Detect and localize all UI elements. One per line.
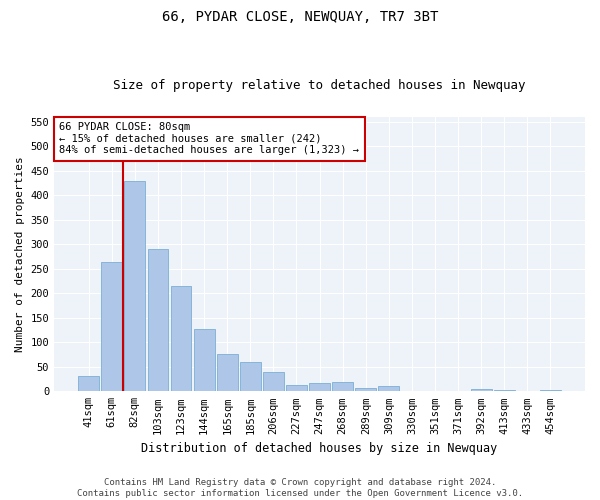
Bar	[124, 182, 145, 392]
Title: Size of property relative to detached houses in Newquay: Size of property relative to detached ho…	[113, 79, 526, 92]
Bar	[170, 286, 191, 392]
Bar	[332, 382, 353, 392]
Bar	[194, 328, 215, 392]
Text: 66, PYDAR CLOSE, NEWQUAY, TR7 3BT: 66, PYDAR CLOSE, NEWQUAY, TR7 3BT	[162, 10, 438, 24]
X-axis label: Distribution of detached houses by size in Newquay: Distribution of detached houses by size …	[142, 442, 498, 455]
Bar	[217, 354, 238, 392]
Text: Contains HM Land Registry data © Crown copyright and database right 2024.
Contai: Contains HM Land Registry data © Crown c…	[77, 478, 523, 498]
Bar	[379, 386, 399, 392]
Bar	[240, 362, 261, 392]
Bar	[355, 388, 376, 392]
Bar	[78, 376, 99, 392]
Bar	[471, 390, 491, 392]
Bar	[540, 390, 561, 392]
Bar	[263, 372, 284, 392]
Text: 66 PYDAR CLOSE: 80sqm
← 15% of detached houses are smaller (242)
84% of semi-det: 66 PYDAR CLOSE: 80sqm ← 15% of detached …	[59, 122, 359, 156]
Bar	[309, 383, 330, 392]
Bar	[286, 385, 307, 392]
Bar	[494, 390, 515, 392]
Bar	[148, 249, 169, 392]
Y-axis label: Number of detached properties: Number of detached properties	[15, 156, 25, 352]
Bar	[101, 262, 122, 392]
